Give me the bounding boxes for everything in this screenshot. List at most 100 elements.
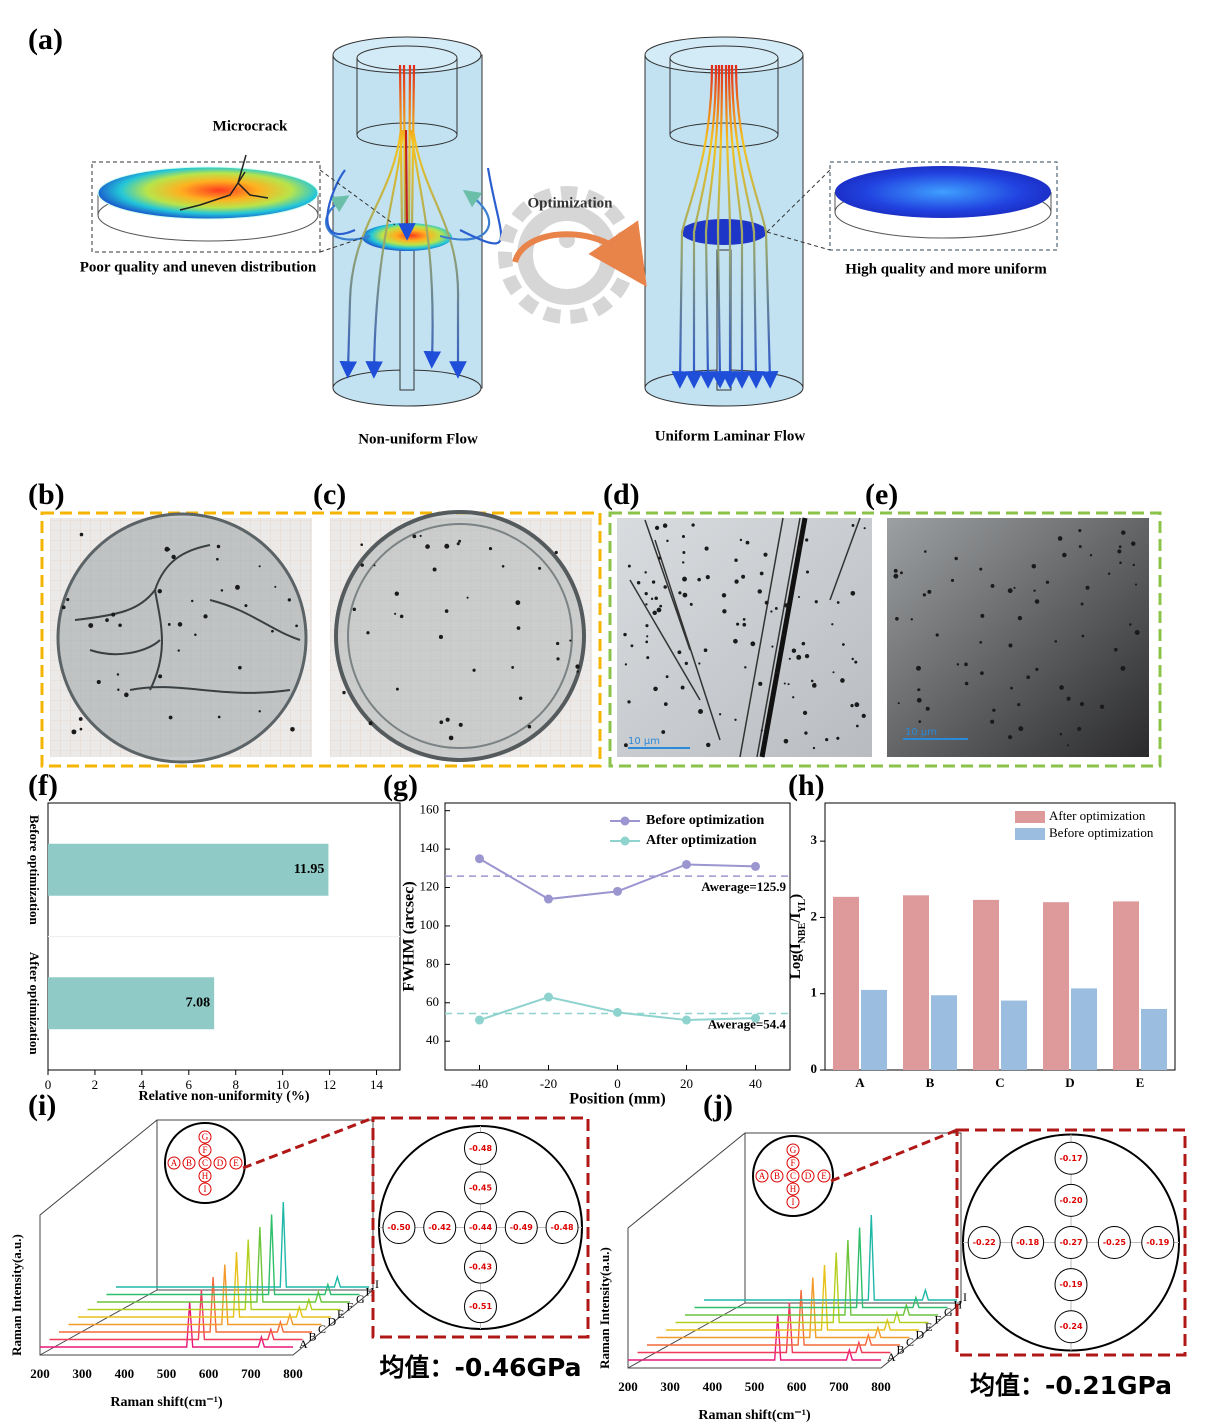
caption: High quality and more uniform — [845, 261, 1047, 277]
axis-frame — [824, 802, 1176, 1071]
inset-point — [755, 1169, 769, 1183]
panel-label: (d) — [603, 478, 640, 511]
y-tick-label: 80 — [426, 955, 439, 970]
inset-point — [801, 1169, 815, 1183]
spectrum — [675, 1252, 929, 1324]
spectrum-label: G — [944, 1305, 953, 1319]
scale-bar: 10 μm — [905, 727, 937, 738]
point — [475, 1015, 484, 1025]
annotation: Optimization — [528, 195, 614, 211]
bar — [833, 896, 859, 1070]
x-tick-label: B — [926, 1075, 935, 1090]
spectrum — [49, 1289, 303, 1341]
point — [613, 1007, 622, 1017]
panel-label: (a) — [28, 23, 63, 56]
inset-point — [198, 1156, 212, 1170]
cylinder-top — [332, 36, 482, 74]
strain-point — [1141, 1226, 1175, 1259]
point — [751, 861, 760, 871]
inset-label: B — [774, 1171, 780, 1181]
caption: Poor quality and uneven distribution — [80, 259, 317, 275]
y-category-label: After optimization — [27, 952, 42, 1055]
inset-point — [213, 1156, 227, 1170]
y-axis-label: Raman Intensity(a.u.) — [597, 1247, 612, 1369]
point — [475, 854, 484, 864]
value-label: 11.95 — [294, 862, 325, 877]
strain-point — [382, 1211, 416, 1244]
bar — [931, 995, 957, 1070]
y-tick-label: 40 — [426, 1032, 439, 1047]
legend-label: After optimization — [646, 833, 757, 848]
spectrum-label: E — [925, 1320, 932, 1334]
bar — [1141, 1008, 1167, 1070]
spectrum-label: I — [963, 1290, 967, 1304]
inset-label: C — [790, 1171, 796, 1181]
strain-point — [1097, 1226, 1131, 1259]
point — [751, 1013, 760, 1023]
panel-label: (g) — [383, 769, 418, 802]
inset-label: F — [790, 1158, 795, 1168]
spectrum — [59, 1276, 312, 1333]
strain-point — [967, 1226, 1001, 1259]
inset-label: G — [790, 1145, 797, 1155]
gear — [498, 186, 636, 324]
legend-label: Before optimization — [646, 813, 765, 828]
y-tick-label: 3 — [811, 832, 818, 847]
x-tick-label: E — [1136, 1075, 1145, 1090]
inset-point — [198, 1143, 212, 1157]
x-tick-label: 8 — [232, 1077, 239, 1092]
strain-point — [464, 1250, 497, 1284]
strain-value: -0.48 — [551, 1223, 574, 1232]
strain-value: -0.44 — [469, 1223, 492, 1232]
strain-point — [464, 1211, 497, 1244]
inset-label: H — [202, 1171, 209, 1181]
spectrum-label: C — [318, 1322, 326, 1336]
inset-label: A — [759, 1171, 766, 1181]
caption: Uniform Laminar Flow — [655, 428, 806, 444]
bar — [861, 989, 887, 1070]
inset-point — [198, 1182, 212, 1196]
strain-value: -0.42 — [428, 1223, 451, 1232]
strain-value: -0.19 — [1146, 1238, 1169, 1247]
strain-point — [464, 1290, 497, 1324]
plot-frame — [627, 1132, 962, 1369]
y-axis-label: Raman Intensity(a.u.) — [9, 1234, 24, 1356]
strain-point — [1054, 1268, 1088, 1302]
y-axis-label-part: YL — [797, 899, 808, 913]
spectrum-label: G — [356, 1292, 365, 1306]
spectrum — [116, 1201, 369, 1288]
inset-point — [817, 1169, 831, 1183]
bar — [1113, 901, 1139, 1070]
y-axis-label-part: NBE — [797, 922, 808, 943]
spectrum-label: D — [328, 1314, 337, 1328]
y-axis-label: FWHM (arcsec) — [401, 881, 418, 991]
photos: 10 μm 10 μm — [40, 510, 1162, 768]
spectrum — [647, 1289, 900, 1346]
y-axis-label: Log(INBE/IYL) — [788, 894, 807, 979]
strain-point — [504, 1211, 538, 1244]
strain-point — [464, 1131, 497, 1165]
y-axis-label-part: ) — [788, 894, 804, 899]
strain-value: -0.24 — [1059, 1322, 1082, 1331]
spectrum-label: E — [337, 1307, 344, 1321]
inset-point — [182, 1156, 196, 1170]
x-tick-label: 4 — [139, 1077, 146, 1092]
x-tick-label: 500 — [157, 1366, 177, 1381]
inset-label: H — [790, 1184, 797, 1194]
inset-label: I — [204, 1184, 207, 1194]
strain-point — [1054, 1183, 1088, 1217]
panel-label: (e) — [865, 478, 898, 511]
caption: Non-uniform Flow — [358, 431, 478, 447]
y-tick-label: 140 — [420, 840, 440, 855]
y-tick-label: 60 — [426, 994, 439, 1009]
spectrum-label: B — [309, 1329, 317, 1343]
spectrum — [694, 1227, 948, 1309]
strain-value: -0.51 — [469, 1302, 492, 1311]
strain-value: -0.43 — [469, 1263, 492, 1272]
bar — [48, 843, 329, 896]
bar — [1043, 902, 1069, 1070]
inset-point — [167, 1156, 181, 1170]
inset-label: D — [805, 1171, 812, 1181]
x-tick-label: 300 — [660, 1379, 680, 1394]
